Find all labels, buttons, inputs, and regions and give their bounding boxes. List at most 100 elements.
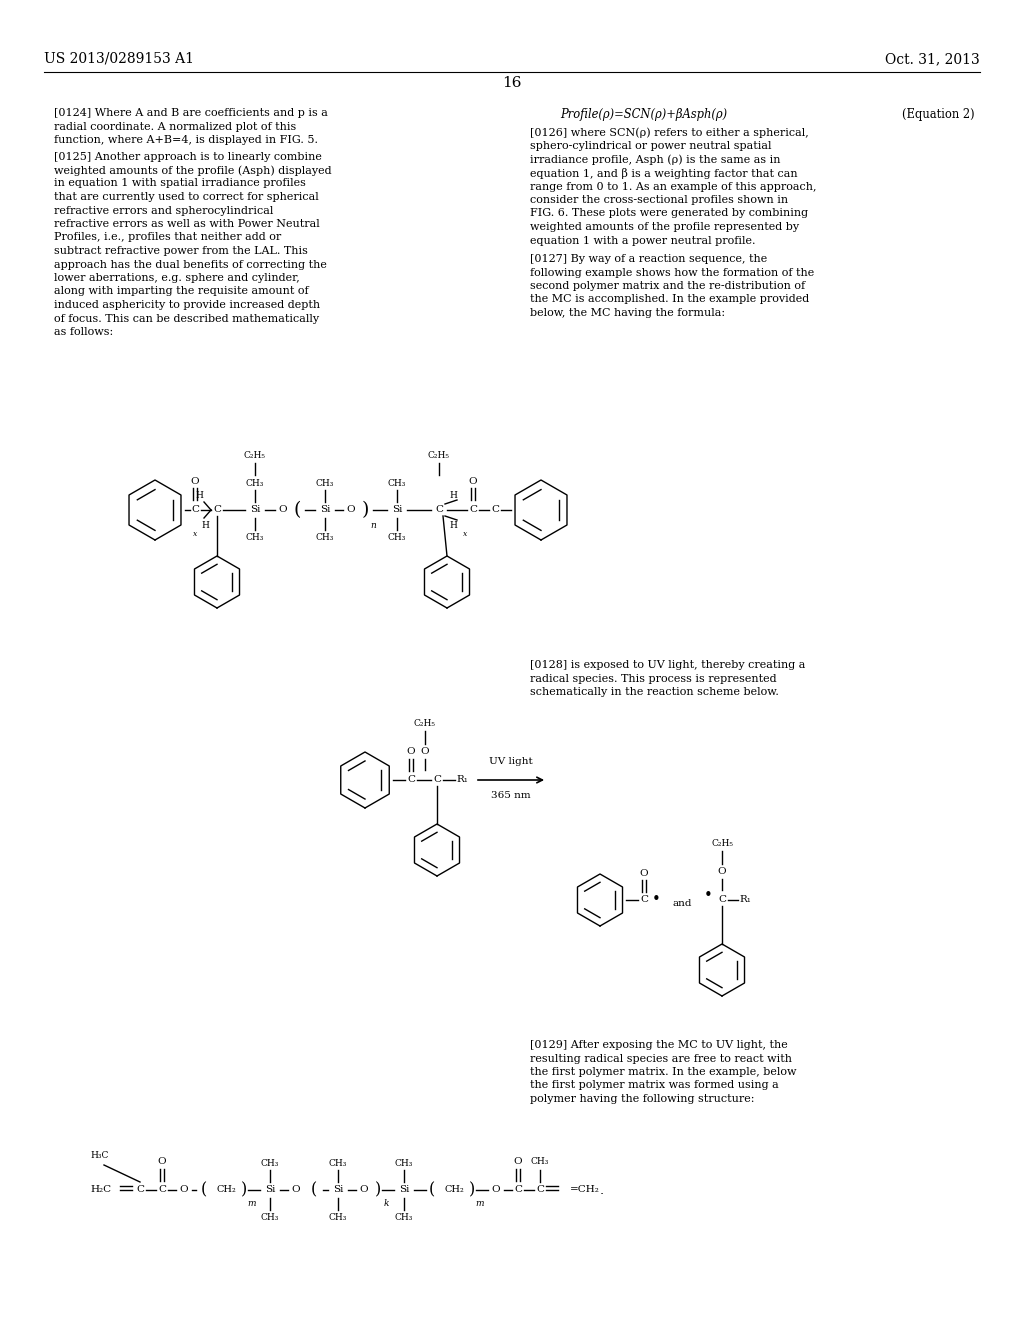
Text: C: C [213,506,221,515]
Text: refractive errors and spherocylindrical: refractive errors and spherocylindrical [54,206,273,215]
Text: Si: Si [265,1185,275,1195]
Text: weighted amounts of the profile represented by: weighted amounts of the profile represen… [530,222,799,232]
Text: C: C [536,1185,544,1195]
Text: along with imparting the requisite amount of: along with imparting the requisite amoun… [54,286,308,297]
Text: H: H [450,491,457,500]
Text: Si: Si [333,1185,343,1195]
Text: equation 1 with a power neutral profile.: equation 1 with a power neutral profile. [530,235,756,246]
Text: ): ) [241,1181,247,1199]
Text: O: O [179,1185,188,1195]
Text: O: O [279,506,288,515]
Text: CH₃: CH₃ [395,1213,414,1222]
Text: CH₃: CH₃ [329,1213,347,1222]
Text: schematically in the reaction scheme below.: schematically in the reaction scheme bel… [530,686,779,697]
Text: k: k [383,1200,389,1209]
Text: CH₃: CH₃ [315,533,334,543]
Text: second polymer matrix and the re-distribution of: second polymer matrix and the re-distrib… [530,281,805,290]
Text: x: x [193,531,198,539]
Text: Si: Si [319,506,330,515]
Text: (: ( [201,1181,207,1199]
Text: CH₂: CH₂ [444,1185,464,1195]
Text: O: O [292,1185,300,1195]
Text: C: C [469,506,477,515]
Text: H: H [201,521,209,531]
Text: [0124] Where A and B are coefficients and p is a: [0124] Where A and B are coefficients an… [54,108,328,117]
Text: equation 1, and β is a weighting factor that can: equation 1, and β is a weighting factor … [530,168,798,180]
Text: C: C [433,776,441,784]
Text: refractive errors as well as with Power Neutral: refractive errors as well as with Power … [54,219,319,228]
Text: Si: Si [392,506,402,515]
Text: following example shows how the formation of the: following example shows how the formatio… [530,268,814,277]
Text: CH₃: CH₃ [315,479,334,487]
Text: (: ( [429,1181,435,1199]
Text: polymer having the following structure:: polymer having the following structure: [530,1094,755,1104]
Text: C: C [407,776,415,784]
Text: H₃C: H₃C [90,1151,109,1159]
Text: (: ( [293,502,301,519]
Text: CH₃: CH₃ [388,533,407,543]
Text: O: O [407,747,416,756]
Text: m: m [476,1200,484,1209]
Text: CH₃: CH₃ [388,479,407,487]
Text: CH₃: CH₃ [530,1158,549,1167]
Text: UV light: UV light [489,758,532,767]
Text: FIG. 6. These plots were generated by combining: FIG. 6. These plots were generated by co… [530,209,808,219]
Text: O: O [421,747,429,756]
Text: C₂H₅: C₂H₅ [414,719,436,729]
Text: below, the MC having the formula:: below, the MC having the formula: [530,308,725,318]
Text: O: O [640,869,648,878]
Text: the first polymer matrix. In the example, below: the first polymer matrix. In the example… [530,1067,797,1077]
Text: C: C [158,1185,166,1195]
Text: O: O [158,1158,166,1167]
Text: 16: 16 [502,77,522,90]
Text: n: n [370,521,376,531]
Text: subtract refractive power from the LAL. This: subtract refractive power from the LAL. … [54,246,308,256]
Text: C: C [718,895,726,904]
Text: irradiance profile, Asph (ρ) is the same as in: irradiance profile, Asph (ρ) is the same… [530,154,780,165]
Text: and: and [672,899,692,908]
Text: R₁: R₁ [456,776,468,784]
Text: lower aberrations, e.g. sphere and cylinder,: lower aberrations, e.g. sphere and cylin… [54,273,300,282]
Text: C₂H₅: C₂H₅ [244,450,266,459]
Text: [0128] is exposed to UV light, thereby creating a: [0128] is exposed to UV light, thereby c… [530,660,805,671]
Text: R₁: R₁ [739,895,751,904]
Text: resulting radical species are free to react with: resulting radical species are free to re… [530,1053,792,1064]
Text: Oct. 31, 2013: Oct. 31, 2013 [886,51,980,66]
Text: radial coordinate. A normalized plot of this: radial coordinate. A normalized plot of … [54,121,296,132]
Text: [0129] After exposing the MC to UV light, the: [0129] After exposing the MC to UV light… [530,1040,787,1049]
Text: induced asphericity to provide increased depth: induced asphericity to provide increased… [54,300,321,310]
Text: ): ) [375,1181,381,1199]
Text: CH₃: CH₃ [261,1213,280,1222]
Text: as follows:: as follows: [54,327,114,337]
Text: .: . [600,1184,604,1196]
Text: C: C [435,506,443,515]
Text: O: O [718,867,726,876]
Text: =CH₂: =CH₂ [570,1185,600,1195]
Text: [0127] By way of a reaction sequence, the: [0127] By way of a reaction sequence, th… [530,253,767,264]
Text: H: H [450,521,457,531]
Text: C: C [640,895,648,904]
Text: m: m [248,1200,256,1209]
Text: approach has the dual benefits of correcting the: approach has the dual benefits of correc… [54,260,327,269]
Text: •: • [703,888,713,903]
Text: O: O [492,1185,501,1195]
Text: C: C [514,1185,522,1195]
Text: C₂H₅: C₂H₅ [428,450,450,459]
Text: US 2013/0289153 A1: US 2013/0289153 A1 [44,51,194,66]
Text: Si: Si [398,1185,410,1195]
Text: ): ) [361,502,369,519]
Text: C₂H₅: C₂H₅ [711,840,733,849]
Text: 365 nm: 365 nm [492,792,530,800]
Text: function, where A+B=4, is displayed in FIG. 5.: function, where A+B=4, is displayed in F… [54,135,318,145]
Text: O: O [469,477,477,486]
Text: CH₃: CH₃ [246,533,264,543]
Text: Si: Si [250,506,260,515]
Text: range from 0 to 1. As an example of this approach,: range from 0 to 1. As an example of this… [530,181,816,191]
Text: x: x [463,531,467,539]
Text: [0126] where SCN(ρ) refers to either a spherical,: [0126] where SCN(ρ) refers to either a s… [530,128,809,139]
Text: weighted amounts of the profile (Asph) displayed: weighted amounts of the profile (Asph) d… [54,165,332,176]
Text: C: C [136,1185,144,1195]
Text: the MC is accomplished. In the example provided: the MC is accomplished. In the example p… [530,294,809,305]
Text: that are currently used to correct for spherical: that are currently used to correct for s… [54,191,318,202]
Text: H: H [195,491,203,500]
